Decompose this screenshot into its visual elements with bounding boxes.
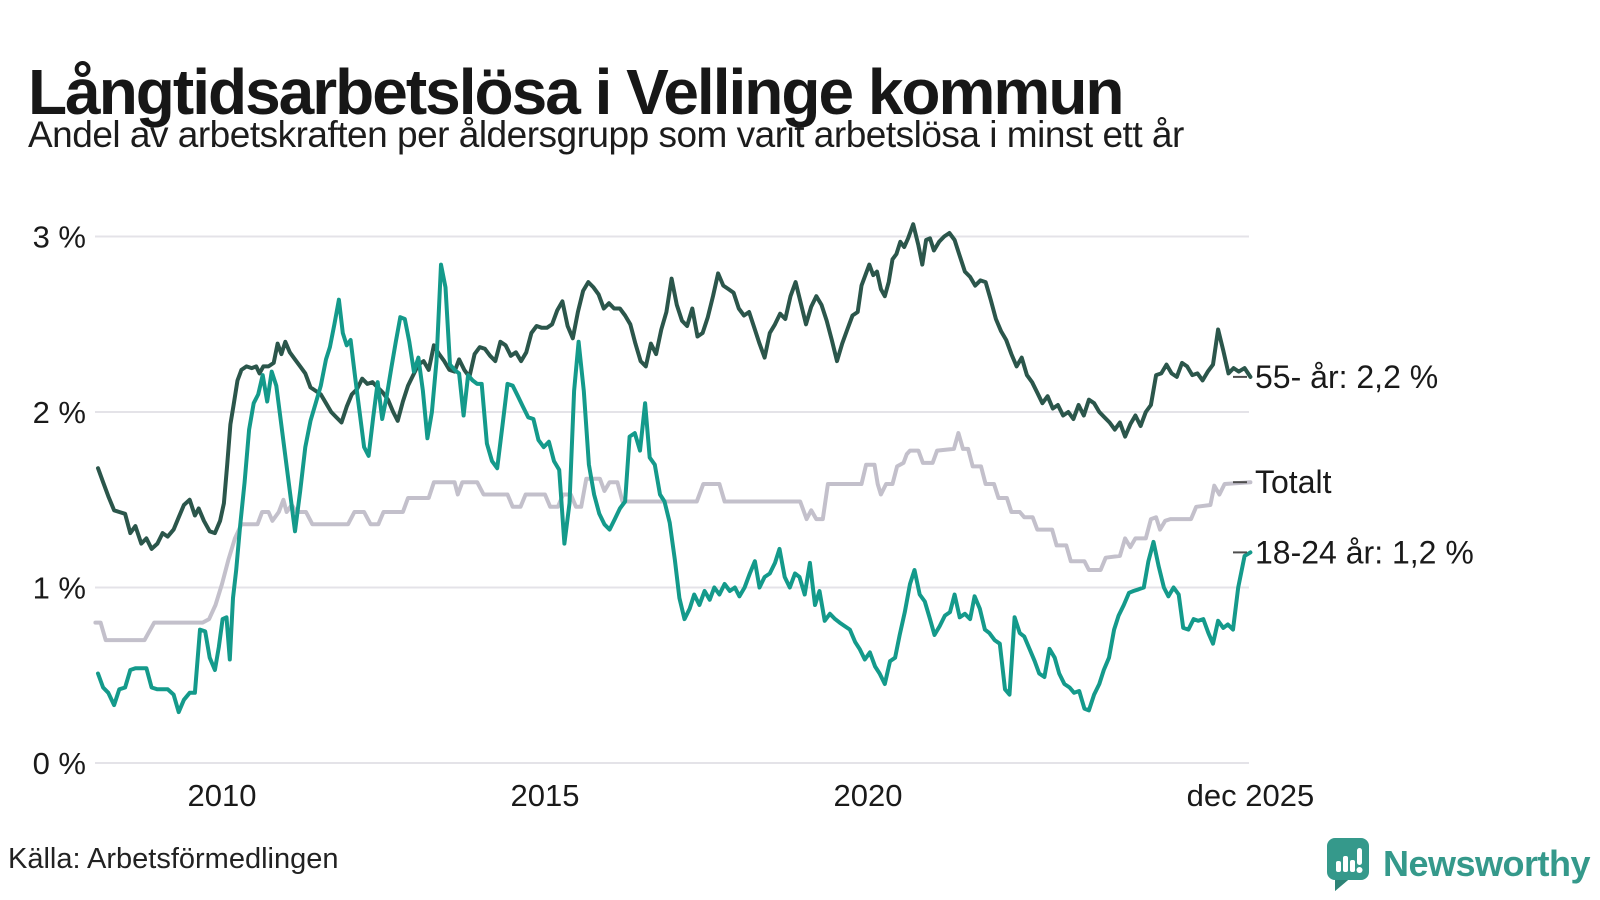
x-tick-label: 2010 [188, 778, 257, 813]
page-title: Långtidsarbetslösa i Vellinge kommun [28, 55, 1124, 128]
series-line-55-ar [96, 222, 1253, 551]
x-tick-label: 2015 [511, 778, 580, 813]
y-tick-label: 2 % [33, 395, 86, 430]
chart-subtitle: Andel av arbetskraften per åldersgrupp s… [28, 114, 1184, 155]
y-tick-label: 1 % [33, 571, 86, 606]
source-note: Källa: Arbetsförmedlingen [8, 843, 339, 875]
series-end-label-55-ar: 55- år: 2,2 % [1255, 359, 1438, 395]
series-end-label-18-24-ar: 18-24 år: 1,2 % [1255, 534, 1474, 570]
x-tick-label: 2020 [834, 778, 903, 813]
series-line-totalt [93, 431, 1253, 643]
series-end-label-totalt: Totalt [1255, 464, 1332, 500]
newsworthy-brand: Newsworthy [1325, 836, 1591, 892]
x-tick-label: dec 2025 [1187, 778, 1315, 813]
series-line-18-24-ar [96, 262, 1253, 715]
newsworthy-logo-icon [1326, 838, 1369, 891]
y-tick-label: 0 % [33, 746, 86, 781]
newsworthy-wordmark: Newsworthy [1382, 843, 1591, 884]
y-tick-label: 3 % [33, 220, 86, 255]
